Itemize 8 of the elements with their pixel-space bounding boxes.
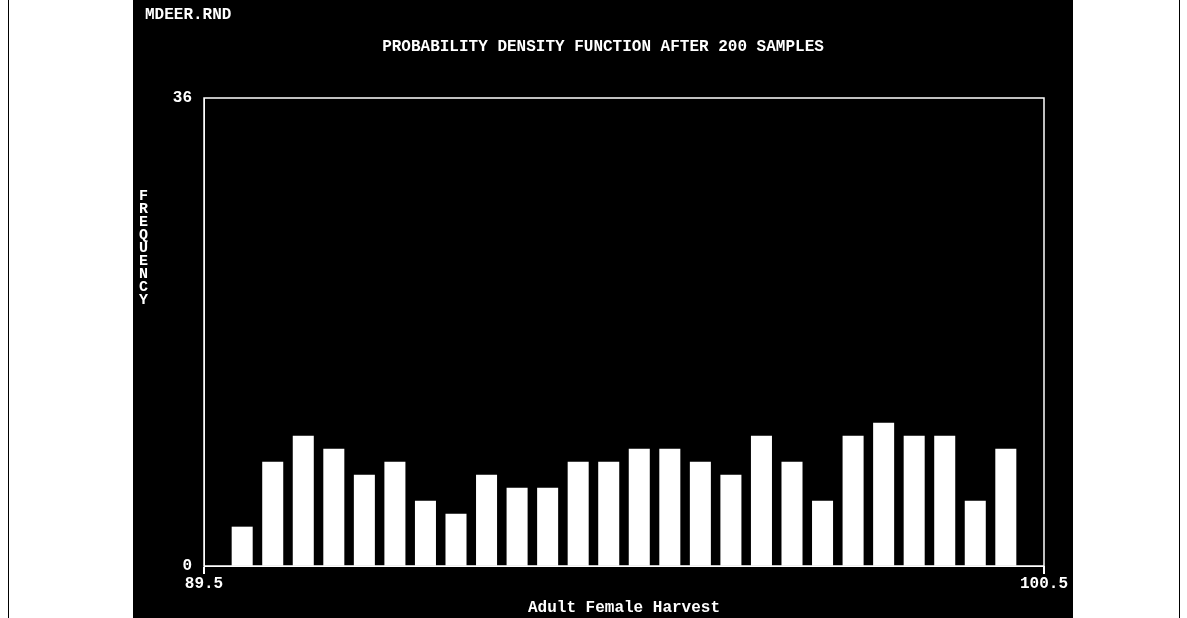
x-tick-label: 100.5 bbox=[1019, 574, 1069, 593]
text: MDEER.RND bbox=[145, 6, 232, 24]
y-tick-label: 0 bbox=[182, 557, 192, 576]
x-axis-title: Adult Female Harvest bbox=[527, 599, 721, 618]
y-axis-title: FREQUENCY bbox=[135, 188, 152, 305]
x-tick-label: 89.5 bbox=[184, 574, 224, 593]
y-tick-label: 36 bbox=[172, 89, 192, 108]
chart-title: PROBABILITY DENSITY FUNCTION AFTER 200 SAMPLES bbox=[381, 38, 825, 56]
